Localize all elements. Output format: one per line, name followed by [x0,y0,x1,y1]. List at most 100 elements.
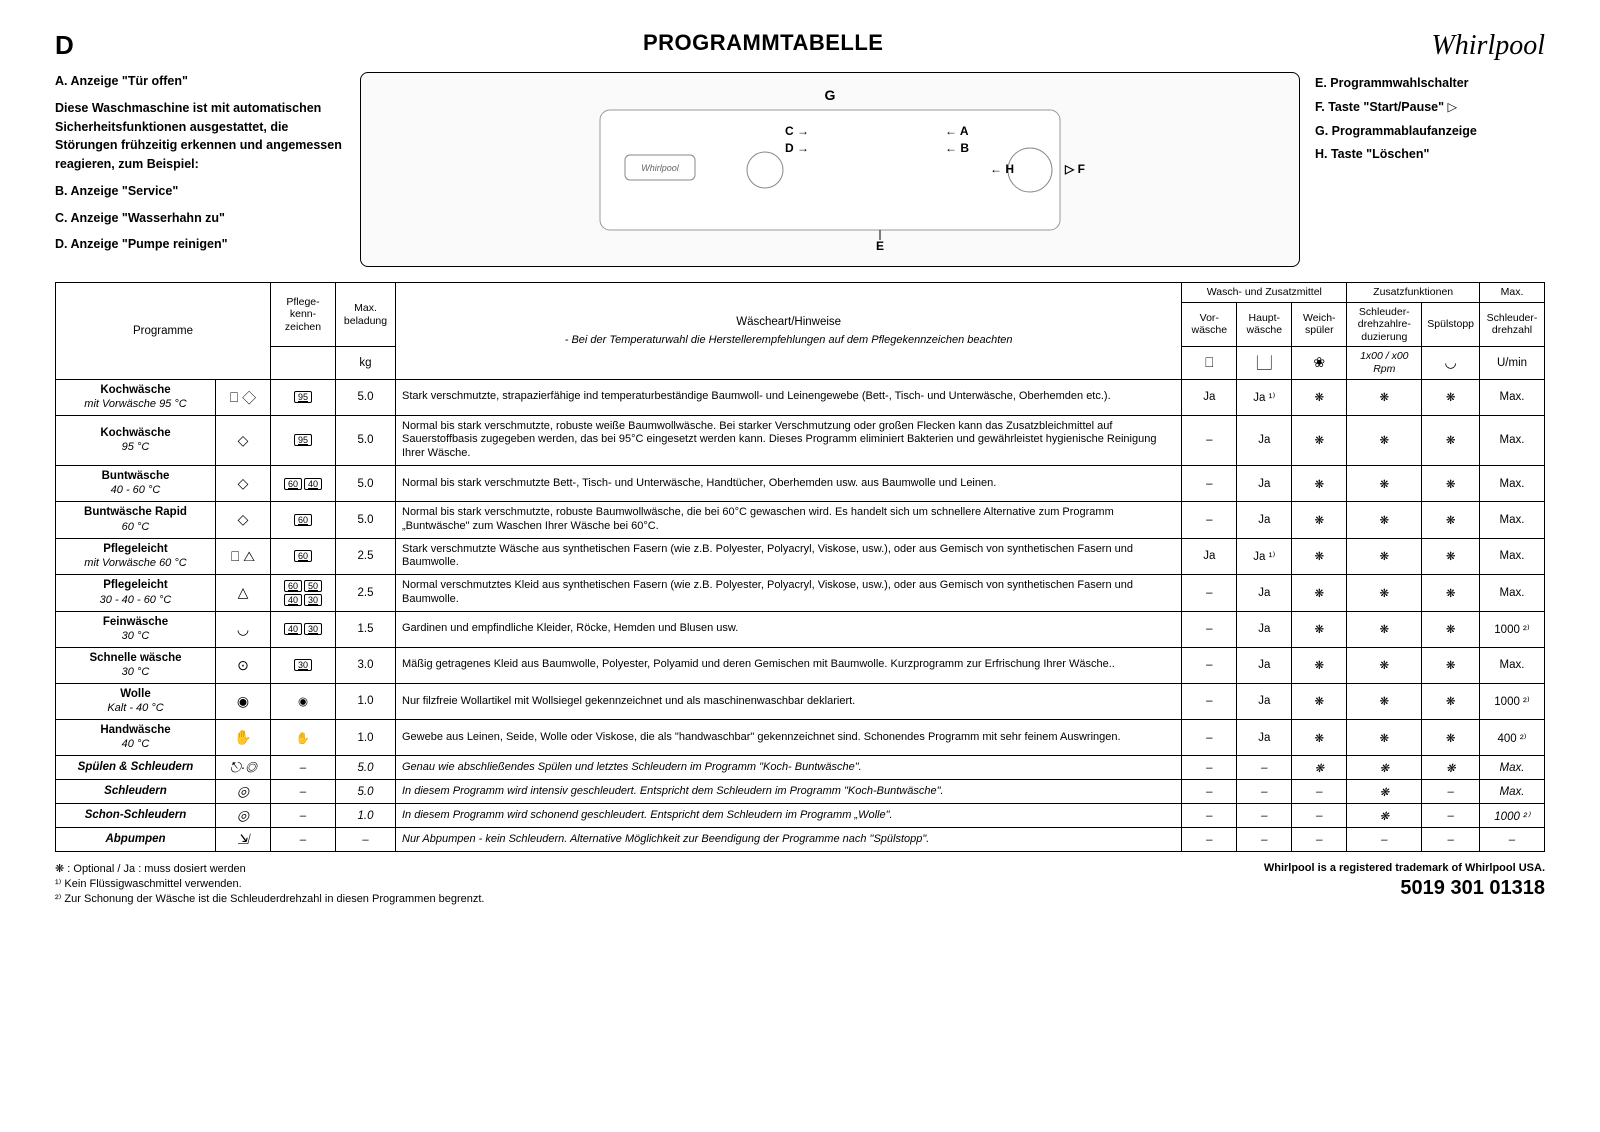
th-max-spin: Schleuder-drehzahl [1480,302,1545,347]
svg-text:▷ F: ▷ F [1064,162,1085,176]
table-row: Pflegeleichtmit Vorwäsche 60 °C⎕ △602.5S… [56,538,1545,575]
program-name-cell: Schleudern [56,780,216,804]
note-e: E. Programmwahlschalter [1315,76,1469,90]
program-table: Programme Pflege-kenn-zeichen Max. belad… [55,282,1545,852]
note-h: H. Taste "Löschen" [1315,147,1429,161]
cell-spin: Max. [1480,379,1545,415]
cell-sr: ❋ [1347,502,1422,539]
cell-pre: – [1182,683,1237,719]
th-softener: Weich-spüler [1292,302,1347,347]
cell-rh: ❋ [1422,647,1480,683]
th-hints: Wäscheart/Hinweise - Bei der Temperaturw… [396,283,1182,380]
cell-sr: ❋ [1347,719,1422,755]
cell-soft: – [1292,780,1347,804]
cell-main: Ja [1237,611,1292,647]
program-name-cell: Handwäsche40 °C [56,719,216,755]
care-symbol: ◉ [271,683,336,719]
cell-rh: ❋ [1422,575,1480,612]
program-icon: ⎕ ◇ [216,379,271,415]
care-symbol: 60 [271,538,336,575]
note-a: A. Anzeige "Tür offen" [55,72,345,91]
table-row: Schon-Schleudern◎–1.0In diesem Programm … [56,804,1545,828]
hint-text: Normal verschmutztes Kleid aus synthetis… [396,575,1182,612]
cell-soft: ❋ [1292,538,1347,575]
softener-icon: ❀ [1292,347,1347,379]
program-name-cell: WolleKalt - 40 °C [56,683,216,719]
table-row: Kochwäschemit Vorwäsche 95 °C⎕ ◇955.0Sta… [56,379,1545,415]
th-rinse-hold: Spülstopp [1422,302,1480,347]
hint-text: Mäßig getragenes Kleid aus Baumwolle, Po… [396,647,1182,683]
part-number: 5019 301 01318 [1264,877,1545,900]
cell-sr: ❋ [1347,379,1422,415]
program-icon: ◇ [216,502,271,539]
cell-sr: ❋ [1347,804,1422,828]
note-g: G. Programmablaufanzeige [1315,124,1477,138]
cell-main: Ja [1237,575,1292,612]
note-b: B. Anzeige "Service" [55,182,345,201]
cell-main: – [1237,780,1292,804]
program-icon: ◎ [216,804,271,828]
cell-rh: ❋ [1422,465,1480,501]
cell-spin: 1000 ²⁾ [1480,611,1545,647]
cell-soft: ❋ [1292,502,1347,539]
hint-text: Stark verschmutzte Wäsche aus synthetisc… [396,538,1182,575]
th-max-group: Max. [1480,283,1545,303]
svg-text:Whirlpool: Whirlpool [641,163,680,173]
program-icon: ◇ [216,465,271,501]
cell-spin: Max. [1480,538,1545,575]
cell-spin: Max. [1480,415,1545,465]
cell-main: Ja [1237,502,1292,539]
program-icon: ◎ [216,780,271,804]
cell-main: Ja ¹⁾ [1237,379,1292,415]
mainwash-icon: ⎿⏌ [1237,347,1292,379]
care-symbol: – [271,804,336,828]
program-name-cell: Schon-Schleudern [56,804,216,828]
hint-text: Normal bis stark verschmutzte, robuste w… [396,415,1182,465]
cell-sr: ❋ [1347,415,1422,465]
language-letter: D [55,30,95,61]
cell-soft: ❋ [1292,575,1347,612]
page-title: PROGRAMMTABELLE [95,30,1431,56]
note-f: F. Taste "Start/Pause" [1315,100,1444,114]
th-options-group: Zusatzfunktionen [1347,283,1480,303]
cell-sr: ❋ [1347,683,1422,719]
hint-text: Gardinen und empfindliche Kleider, Röcke… [396,611,1182,647]
cell-pre: – [1182,611,1237,647]
max-load: 2.5 [336,538,396,575]
cell-soft: ❋ [1292,683,1347,719]
care-symbol: 4030 [271,611,336,647]
hint-text: Gewebe aus Leinen, Seide, Wolle oder Vis… [396,719,1182,755]
care-symbol: 6040 [271,465,336,501]
note-intro: Diese Waschmaschine ist mit automatische… [55,99,345,174]
footnote-1: ❋ : Optional / Ja : muss dosiert werden [55,862,484,877]
cell-sr: ❋ [1347,538,1422,575]
th-load-unit: kg [336,347,396,379]
hint-text: In diesem Programm wird intensiv geschle… [396,780,1182,804]
max-load: 1.0 [336,719,396,755]
program-icon: ◇ [216,415,271,465]
th-spin-reduce: Schleuder-drehzahlre-duzierung [1347,302,1422,347]
th-prewash: Vor-wäsche [1182,302,1237,347]
hint-text: In diesem Programm wird schonend geschle… [396,804,1182,828]
hint-text: Nur Abpumpen - kein Schleudern. Alternat… [396,828,1182,852]
cell-rh: – [1422,804,1480,828]
cell-spin: Max. [1480,780,1545,804]
program-icon: ✋ [216,719,271,755]
th-care: Pflege-kenn-zeichen [271,283,336,347]
cell-pre: – [1182,804,1237,828]
th-spin-reduce-sub: 1x00 / x00 Rpm [1347,347,1422,379]
max-load: 5.0 [336,780,396,804]
table-row: Abpumpen⇲––Nur Abpumpen - kein Schleuder… [56,828,1545,852]
cell-sr: ❋ [1347,780,1422,804]
cell-soft: – [1292,804,1347,828]
footnote-2: ¹⁾ Kein Flüssigwaschmittel verwenden. [55,877,484,892]
cell-sr: ❋ [1347,647,1422,683]
table-row: WolleKalt - 40 °C◉◉1.0Nur filzfreie Woll… [56,683,1545,719]
svg-text:← A: ← A [945,124,969,138]
cell-main: Ja [1237,465,1292,501]
th-hints-title: Wäscheart/Hinweise [401,316,1176,328]
care-symbol: 60504030 [271,575,336,612]
program-icon: ◉ [216,683,271,719]
cell-sr: ❋ [1347,465,1422,501]
cell-rh: ❋ [1422,379,1480,415]
